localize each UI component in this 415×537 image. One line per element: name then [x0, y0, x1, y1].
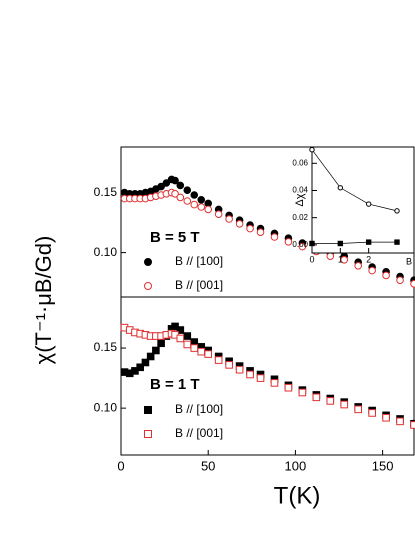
marker [270, 379, 279, 387]
marker [309, 240, 315, 247]
plot-frame [120, 296, 415, 456]
marker [197, 196, 206, 204]
marker [326, 252, 335, 261]
marker [225, 361, 233, 369]
x-axis-label: B [406, 256, 412, 266]
marker [246, 370, 254, 379]
marker [190, 200, 199, 209]
legend-label: B // [001] [175, 426, 223, 440]
marker [183, 340, 192, 349]
x-tick-label: 0 [309, 254, 314, 264]
legend-label: B // [100] [175, 402, 223, 416]
x-tick-label: 150 [372, 458, 394, 473]
marker [326, 397, 335, 405]
marker [284, 238, 293, 246]
marker [382, 271, 390, 280]
x-tick-label: 50 [201, 458, 215, 473]
marker [225, 215, 233, 223]
y-tick-label: 0.10 [94, 245, 118, 259]
marker [197, 203, 206, 211]
marker [382, 413, 390, 422]
marker [368, 266, 376, 275]
y-tick-label: 0.15 [94, 185, 118, 199]
marker [410, 280, 415, 288]
annotation: B = 5 T [150, 229, 200, 246]
marker [354, 262, 362, 270]
legend-label: B // [100] [175, 254, 223, 268]
y-tick-label: 0.00 [292, 240, 308, 249]
marker [340, 400, 349, 409]
x-tick-label: 2 [366, 254, 371, 264]
marker [190, 191, 199, 199]
marker [309, 147, 315, 153]
series-line [312, 241, 397, 244]
marker [144, 282, 152, 290]
marker [183, 186, 192, 194]
marker [176, 334, 185, 343]
marker [394, 239, 400, 245]
marker [204, 205, 213, 214]
x-tick-label: 0 [117, 458, 124, 473]
annotation: B = 1 T [150, 376, 200, 393]
y-tick-label: 0.02 [292, 213, 308, 222]
marker [270, 233, 279, 241]
marker [144, 406, 152, 414]
y-tick-label: 0.06 [292, 158, 308, 167]
marker [235, 220, 244, 228]
marker [284, 383, 293, 392]
marker [214, 210, 223, 218]
y-tick-label: 0.10 [94, 400, 118, 414]
marker [157, 182, 165, 191]
marker [183, 197, 192, 205]
marker [298, 388, 307, 397]
marker [190, 344, 199, 352]
x-tick-label: 100 [285, 458, 307, 473]
marker [162, 179, 171, 187]
inset-frame [311, 146, 415, 254]
marker [152, 346, 160, 355]
marker [136, 363, 144, 372]
marker [197, 347, 206, 356]
marker [312, 393, 321, 402]
marker [365, 201, 372, 207]
y-axis-label: Δχ [294, 193, 306, 206]
marker [176, 181, 185, 190]
marker [171, 190, 179, 198]
y-axis-label: χ(T⁻¹·μB/Gd) [31, 236, 56, 365]
marker [204, 350, 213, 358]
marker [396, 276, 404, 285]
marker [144, 258, 152, 266]
marker [157, 339, 165, 348]
marker [410, 421, 415, 429]
y-tick-label: 0.04 [292, 186, 308, 195]
marker [246, 224, 254, 233]
marker [368, 409, 376, 417]
series-line [311, 149, 398, 212]
marker [256, 228, 265, 236]
marker [365, 239, 372, 245]
marker [176, 193, 185, 202]
marker [171, 176, 179, 185]
legend-label: B // [001] [175, 278, 223, 292]
marker [235, 365, 244, 374]
marker [354, 405, 362, 414]
marker [141, 358, 150, 367]
marker [144, 430, 152, 438]
y-tick-label: 0.15 [94, 340, 118, 354]
marker [337, 240, 344, 247]
marker [396, 417, 404, 426]
marker [176, 326, 185, 334]
marker [256, 374, 265, 382]
marker [146, 352, 155, 361]
x-tick-label: 1 [338, 254, 343, 264]
x-axis-label: T(K) [274, 482, 321, 509]
marker [183, 332, 192, 340]
marker [214, 356, 223, 364]
marker [337, 185, 344, 191]
marker [340, 256, 349, 264]
marker [394, 208, 400, 214]
marker [298, 242, 307, 251]
